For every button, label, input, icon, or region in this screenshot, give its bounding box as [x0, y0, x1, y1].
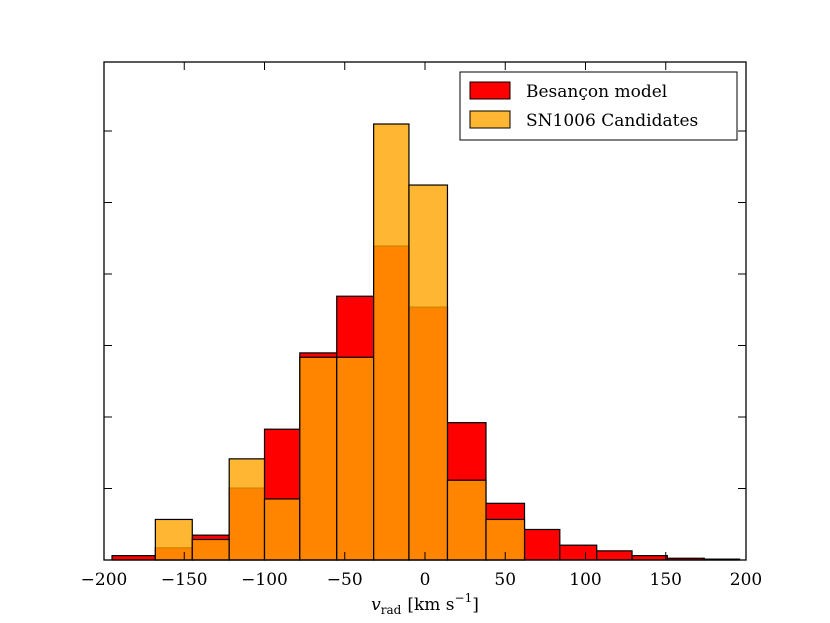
x-axis-label-var: v [371, 595, 381, 615]
x-tick-label: 0 [420, 570, 431, 590]
x-tick-label: 100 [569, 570, 601, 590]
x-tick-label: 50 [494, 570, 516, 590]
sn1006-bar [228, 458, 266, 561]
legend-swatch-sn1006 [469, 110, 511, 129]
legend: Besançon model SN1006 Candidates [459, 71, 738, 141]
sn1006-bars [154, 123, 526, 561]
x-tick-label: −200 [81, 570, 128, 590]
legend-label-besancon: Besançon model [526, 82, 667, 102]
legend-swatch-besancon [469, 81, 511, 100]
besancon-bar [523, 528, 561, 561]
x-tick-label: −50 [327, 570, 363, 590]
sn1006-bar [263, 498, 301, 561]
x-axis-label-sub: rad [381, 603, 402, 617]
besancon-bar [111, 555, 156, 561]
y-ticks [104, 130, 746, 489]
sn1006-bar [154, 518, 193, 561]
x-tick-label: −150 [161, 570, 208, 590]
x-axis-label: vrad [km s−1] [371, 591, 479, 617]
sn1006-bar [408, 184, 449, 561]
sn1006-bar [373, 123, 410, 561]
x-tick-label: −100 [241, 570, 288, 590]
sn1006-bar [446, 479, 487, 561]
x-tick-labels: −200 −150 −100 −50 0 50 100 150 200 [81, 570, 763, 590]
sn1006-bar [299, 356, 338, 561]
legend-label-sn1006: SN1006 Candidates [526, 111, 698, 131]
besancon-bar [596, 550, 633, 561]
besancon-bar [559, 544, 598, 561]
sn1006-bar [336, 356, 375, 561]
x-axis-label-exp: −1 [455, 591, 473, 605]
x-axis-label-close: ] [472, 595, 479, 615]
x-tick-label: 150 [650, 570, 682, 590]
sn1006-bar [191, 538, 230, 561]
x-ticks [103, 62, 747, 560]
besancon-bar [631, 555, 668, 561]
x-axis-label-unit: [km s [407, 595, 454, 615]
x-tick-label: 200 [730, 570, 762, 590]
